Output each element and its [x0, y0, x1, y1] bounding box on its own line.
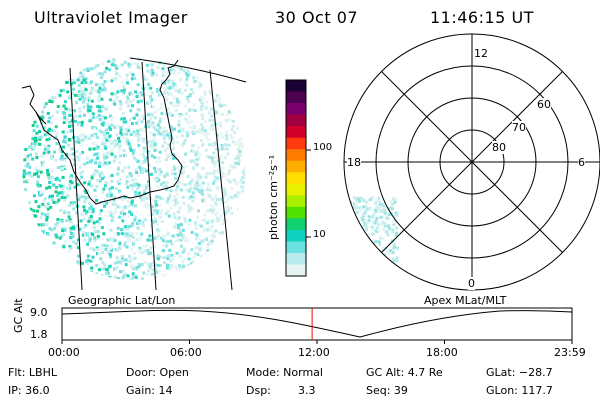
coastline — [21, 59, 183, 205]
alt-xtick-2359: 23:59 — [554, 346, 586, 359]
status-glat: GLat: −28.7 — [486, 366, 553, 379]
polar-lat-60: 60 — [537, 98, 551, 111]
alt-axis-label: GC Alt — [12, 298, 25, 333]
polar-lat-70: 70 — [512, 121, 526, 134]
apex-caption: Apex MLat/MLT — [424, 294, 507, 307]
altitude-curve — [61, 309, 573, 338]
alt-xtick-1800: 18:00 — [426, 346, 458, 359]
polar-label-12: 12 — [474, 47, 488, 60]
geographic-gridlines — [69, 57, 247, 291]
colorbar-tick-100: 100 — [313, 142, 333, 153]
alt-ytick-high: 9.0 — [30, 306, 48, 319]
status-mode: Mode: Normal — [246, 366, 323, 379]
polar-label-18: 18 — [347, 156, 361, 169]
status-gc-alt: GC Alt: 4.7 Re — [366, 366, 443, 379]
app-title: Ultraviolet Imager — [34, 8, 188, 27]
alt-xtick-0600: 06:00 — [170, 346, 202, 359]
status-seq: Seq: 39 — [366, 384, 408, 397]
polar-label-6: 6 — [578, 156, 585, 169]
uv-image-speckle — [22, 57, 246, 280]
status-gain: Gain: 14 — [126, 384, 173, 397]
polar-lat-80: 80 — [492, 141, 506, 154]
colorbar-tick-10: 10 — [313, 229, 326, 240]
alt-xtick-1200: 12:00 — [298, 346, 330, 359]
date-label: 30 Oct 07 — [275, 8, 359, 27]
time-label: 11:46:15 UT — [430, 8, 534, 27]
status-door: Door: Open — [126, 366, 189, 379]
alt-ytick-low: 1.8 — [30, 328, 48, 341]
status-dsp-label: Dsp: — [246, 384, 271, 397]
status-glon: GLon: 117.7 — [486, 384, 553, 397]
alt-xtick-0000: 00:00 — [48, 346, 80, 359]
polar-label-0: 0 — [468, 277, 475, 290]
geographic-caption: Geographic Lat/Lon — [68, 294, 176, 307]
status-dsp-value: 3.3 — [298, 384, 316, 397]
status-flt: Flt: LBHL — [8, 366, 57, 379]
status-ip: IP: 36.0 — [8, 384, 50, 397]
